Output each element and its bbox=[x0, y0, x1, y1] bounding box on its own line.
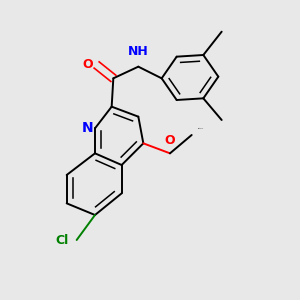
Text: Cl: Cl bbox=[55, 233, 68, 247]
Text: N: N bbox=[82, 121, 94, 135]
Text: NH: NH bbox=[128, 45, 149, 58]
Text: O: O bbox=[82, 58, 93, 71]
Text: methoxy: methoxy bbox=[198, 128, 205, 129]
Text: O: O bbox=[165, 134, 175, 147]
